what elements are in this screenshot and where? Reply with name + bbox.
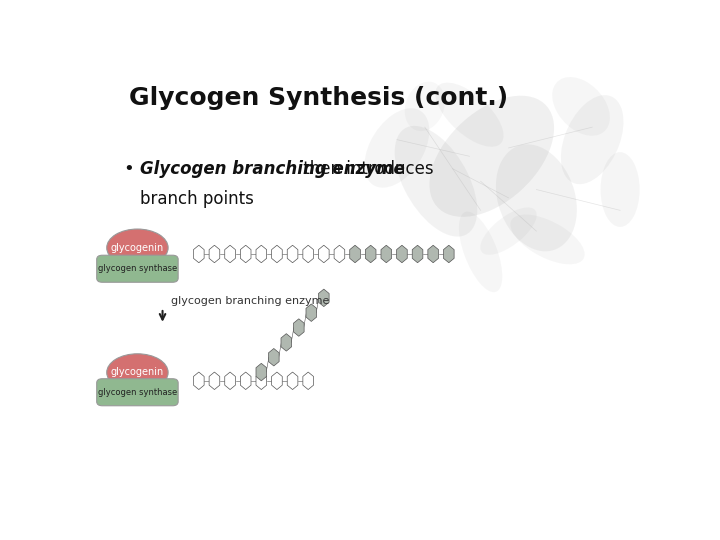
Polygon shape (209, 372, 220, 389)
Polygon shape (303, 245, 313, 263)
Ellipse shape (107, 229, 168, 266)
Text: glycogenin: glycogenin (111, 243, 164, 253)
Polygon shape (303, 372, 313, 389)
Polygon shape (256, 363, 266, 381)
Ellipse shape (364, 108, 429, 188)
Polygon shape (256, 245, 266, 263)
FancyBboxPatch shape (96, 379, 178, 406)
Polygon shape (225, 245, 235, 263)
Text: glycogen synthase: glycogen synthase (98, 265, 177, 273)
FancyBboxPatch shape (96, 255, 178, 282)
Polygon shape (306, 304, 317, 321)
Text: branch points: branch points (140, 191, 254, 208)
Polygon shape (194, 372, 204, 389)
Text: glycogenin: glycogenin (111, 368, 164, 377)
Polygon shape (287, 245, 298, 263)
Text: glycogen branching enzyme: glycogen branching enzyme (171, 296, 329, 306)
Ellipse shape (600, 152, 639, 227)
Polygon shape (294, 319, 304, 336)
Polygon shape (256, 372, 266, 389)
Ellipse shape (436, 83, 503, 147)
Text: Glycogen Synthesis (cont.): Glycogen Synthesis (cont.) (129, 85, 508, 110)
Polygon shape (318, 245, 329, 263)
Text: Glycogen branching enzyme: Glycogen branching enzyme (140, 160, 405, 178)
Ellipse shape (496, 144, 577, 251)
Polygon shape (281, 334, 292, 351)
Polygon shape (225, 372, 235, 389)
Ellipse shape (510, 214, 585, 264)
Polygon shape (444, 245, 454, 263)
Text: •: • (124, 160, 134, 178)
Polygon shape (271, 372, 282, 389)
Ellipse shape (107, 354, 168, 391)
Polygon shape (209, 245, 220, 263)
Polygon shape (318, 289, 329, 307)
Polygon shape (381, 245, 392, 263)
Ellipse shape (561, 95, 624, 184)
Text: then introduces: then introduces (297, 160, 433, 178)
Polygon shape (240, 245, 251, 263)
Polygon shape (365, 245, 376, 263)
Polygon shape (287, 372, 298, 389)
Polygon shape (271, 245, 282, 263)
Ellipse shape (552, 77, 610, 136)
Ellipse shape (395, 126, 477, 237)
Polygon shape (397, 245, 408, 263)
Ellipse shape (405, 82, 445, 131)
Polygon shape (240, 372, 251, 389)
Polygon shape (350, 245, 361, 263)
Polygon shape (269, 348, 279, 366)
Polygon shape (413, 245, 423, 263)
Text: glycogen synthase: glycogen synthase (98, 388, 177, 397)
Ellipse shape (480, 207, 536, 255)
Ellipse shape (459, 212, 503, 292)
Polygon shape (194, 245, 204, 263)
Polygon shape (334, 245, 345, 263)
Ellipse shape (429, 96, 554, 217)
Polygon shape (428, 245, 438, 263)
